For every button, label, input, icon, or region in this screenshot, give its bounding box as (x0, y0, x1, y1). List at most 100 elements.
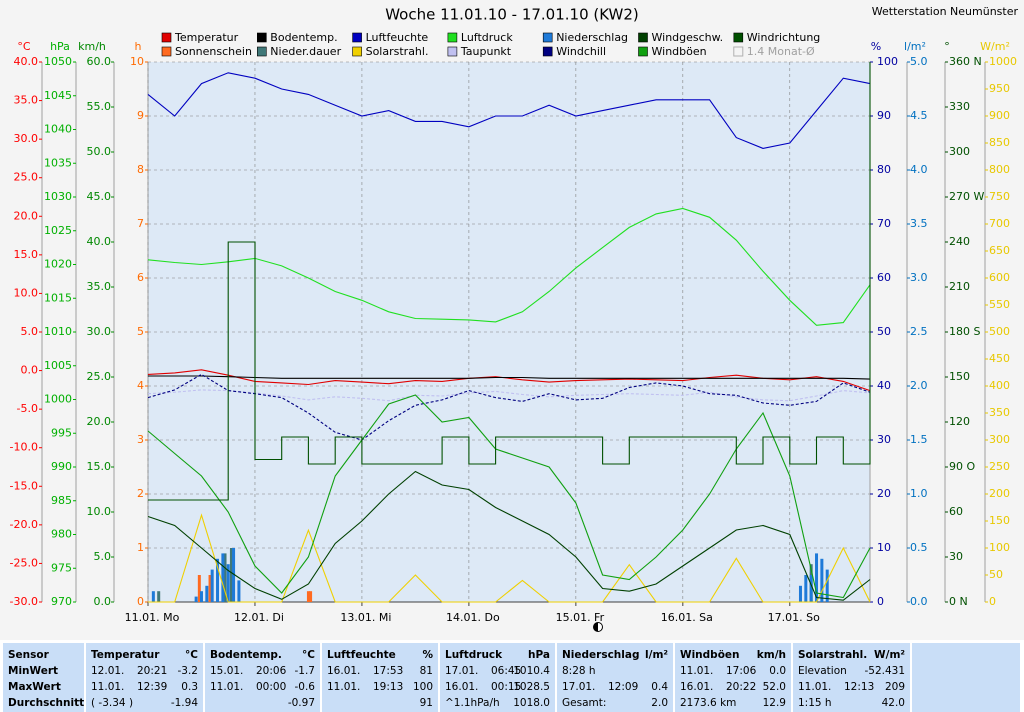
table-cell-text: 1018.0 (513, 697, 550, 709)
axis-unit: l/m² (904, 40, 926, 53)
y-tick-label: 20.0 (87, 415, 112, 428)
y-tick-label: 980 (51, 528, 72, 541)
table-cell-text: 00:00 (256, 681, 286, 693)
y-tick-label: 3.5 (910, 217, 928, 230)
legend-label: Sonnenschein (175, 45, 252, 58)
x-tick-label: 14.01. Do (446, 611, 500, 624)
bar (229, 548, 233, 602)
y-tick-label: 10 (877, 541, 891, 554)
table-cell-text: 91 (420, 697, 433, 709)
y-tick-label: 350 (989, 406, 1010, 419)
y-tick-label: 1030 (44, 190, 72, 203)
y-tick-label: 850 (989, 136, 1010, 149)
y-tick-label: 300 (989, 433, 1010, 446)
y-tick-label: 90 (877, 109, 891, 122)
y-tick-label: 750 (989, 190, 1010, 203)
legend-swatch (733, 32, 744, 43)
legend-swatch (542, 46, 553, 57)
y-tick-label: 550 (989, 298, 1010, 311)
legend-label: Solarstrahl. (366, 45, 429, 58)
table-unit: °C (185, 649, 198, 661)
y-tick-label: 360 N (949, 55, 982, 68)
bar (809, 575, 813, 602)
y-tick-label: 50 (877, 325, 891, 338)
y-tick-label: 80 (877, 163, 891, 176)
y-tick-label: 650 (989, 244, 1010, 257)
bar (237, 580, 241, 602)
legend-swatch (161, 46, 172, 57)
table-cell (557, 643, 673, 712)
y-tick-label: 2.0 (910, 379, 928, 392)
table-cell-text: Gesamt: (562, 697, 606, 709)
legend-label: Windböen (652, 45, 707, 58)
legend-swatch (352, 46, 362, 57)
legend-label: Bodentemp. (270, 31, 337, 44)
table-cell-text: 12:13 (844, 681, 874, 693)
y-tick-label: 35.0 (87, 280, 112, 293)
bar (825, 569, 829, 602)
y-tick-label: 1 (137, 541, 144, 554)
y-tick-label: 55.0 (87, 100, 112, 113)
series-line (148, 62, 871, 501)
chart-title: Woche 11.01.10 - 17.01.10 (KW2) (385, 6, 639, 24)
axis-unit: hPa (50, 40, 70, 53)
y-tick-label: 1005 (44, 359, 72, 372)
legend-label: Taupunkt (460, 45, 512, 58)
table-cell-text: 20:06 (256, 665, 287, 677)
y-tick-label: 180 S (949, 325, 980, 338)
y-tick-label: 15.0 (87, 460, 112, 473)
series-line (147, 369, 871, 392)
table-cell-text: 8:28 h (562, 665, 596, 677)
bar (309, 591, 313, 602)
table-cell-text: 11.01. (91, 681, 124, 693)
y-tick-label: 0 (137, 595, 144, 608)
x-tick-label: 11.01. Mo (125, 611, 180, 624)
legend-label: Luftfeuchte (366, 31, 429, 44)
table-cell-text: 11.01. (327, 681, 360, 693)
y-tick-label: 5.0 (910, 55, 928, 68)
table-cell-text: 20:21 (137, 665, 167, 677)
bar (208, 575, 212, 602)
y-tick-label: 60 (949, 505, 963, 518)
table-cell-text: 100 (413, 681, 433, 693)
series-line (147, 394, 871, 599)
table-cell (912, 643, 1020, 712)
bar (226, 564, 230, 602)
table-cell-text: -1.7 (295, 665, 316, 677)
table-cell-text: 1010.4 (513, 665, 550, 677)
table-header: Niederschlag (562, 649, 639, 661)
y-tick-label: 0 N (949, 595, 968, 608)
table-cell (793, 643, 910, 712)
bar (804, 575, 808, 602)
legend-label: Nieder.dauer (270, 45, 341, 58)
table-cell-text: -0.6 (295, 681, 316, 693)
table-cell-text: 0.3 (181, 681, 198, 693)
bar (194, 596, 198, 602)
y-tick-label: 30.0 (14, 132, 39, 145)
y-tick-label: 30 (877, 433, 891, 446)
table-cell-text: -52.431 (864, 665, 905, 677)
table-cell-text: Durchschnitt (8, 697, 84, 709)
table-cell-text: -1.94 (171, 697, 198, 709)
table-header: Windböen (680, 649, 740, 661)
table-cell-text: 16.01. (327, 665, 360, 677)
y-tick-label: 3 (137, 433, 144, 446)
bar (306, 591, 310, 602)
table-cell-text: 209 (885, 681, 905, 693)
axis-unit: h (135, 40, 142, 53)
axis-unit: ° (944, 40, 950, 53)
y-tick-label: 90 O (949, 460, 975, 473)
y-tick-label: 25.0 (14, 171, 39, 184)
table-cell-text: 17:53 (373, 665, 403, 677)
y-tick-label: 995 (51, 426, 72, 439)
y-tick-label: 120 (949, 415, 970, 428)
bar (232, 548, 236, 602)
x-tick-label: 15.01. Fr (556, 611, 605, 624)
legend-swatch (733, 46, 744, 57)
y-tick-label: 240 (949, 235, 970, 248)
y-tick-label: 5.0 (94, 550, 112, 563)
table-unit: hPa (528, 649, 550, 661)
y-tick-label: 300 (949, 145, 970, 158)
y-tick-label: -30.0 (10, 595, 38, 608)
